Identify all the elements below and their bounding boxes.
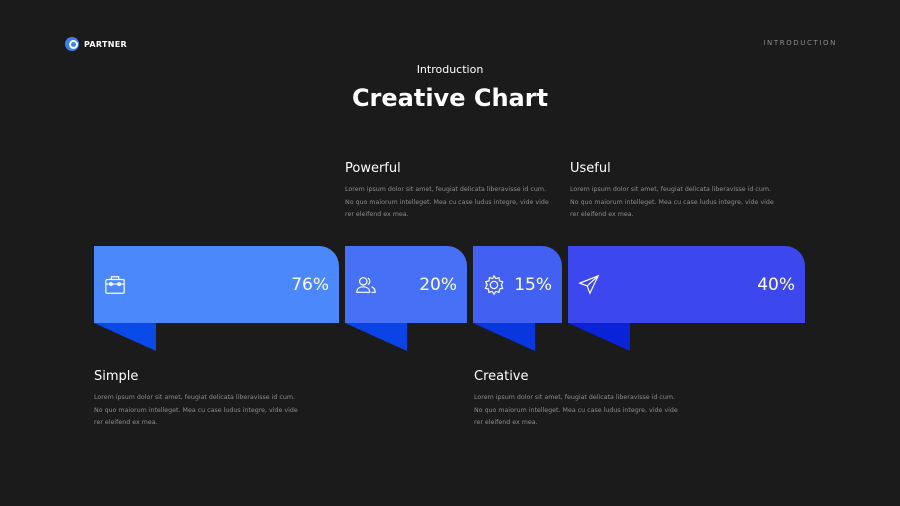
item-title: Useful (570, 161, 611, 176)
item-body: Lorem ipsum dolor sit amet, feugiat deli… (345, 186, 549, 218)
item-body: Lorem ipsum dolor sit amet, feugiat deli… (474, 394, 678, 426)
bar-powerful: 20% (345, 246, 467, 323)
bar-simple: 76% (94, 246, 339, 323)
bar-creative: 15% (473, 246, 562, 323)
item-useful: Useful Lorem ipsum dolor sit amet, feugi… (570, 161, 780, 222)
bar-useful: 40% (568, 246, 805, 323)
item-title: Powerful (345, 161, 401, 176)
item-title: Creative (474, 369, 529, 384)
page-subtitle: Introduction (416, 63, 484, 76)
item-powerful: Powerful Lorem ipsum dolor sit amet, feu… (345, 161, 555, 222)
gear-icon (484, 274, 504, 295)
section-label: INTRODUCTION (763, 39, 837, 47)
item-body: Lorem ipsum dolor sit amet, feugiat deli… (570, 186, 774, 218)
bar-value: 40% (757, 274, 795, 295)
item-simple: Simple Lorem ipsum dolor sit amet, feugi… (94, 369, 304, 430)
users-icon (356, 276, 376, 293)
bar-tab (94, 323, 156, 351)
item-title: Simple (94, 369, 139, 384)
bar-tab (345, 323, 407, 351)
page-title: Creative Chart (351, 84, 549, 112)
bar-tab (473, 323, 535, 351)
bar-value: 20% (419, 274, 457, 295)
logo-icon (65, 37, 79, 51)
brand-logo: PARTNER (65, 37, 127, 51)
briefcase-icon (105, 275, 125, 294)
paper-plane-icon (578, 274, 600, 295)
item-creative: Creative Lorem ipsum dolor sit amet, feu… (474, 369, 684, 430)
bar-value: 76% (291, 274, 329, 295)
brand-name: PARTNER (84, 39, 127, 49)
item-body: Lorem ipsum dolor sit amet, feugiat deli… (94, 394, 298, 426)
bar-value: 15% (514, 274, 552, 295)
bar-tab (568, 323, 630, 351)
